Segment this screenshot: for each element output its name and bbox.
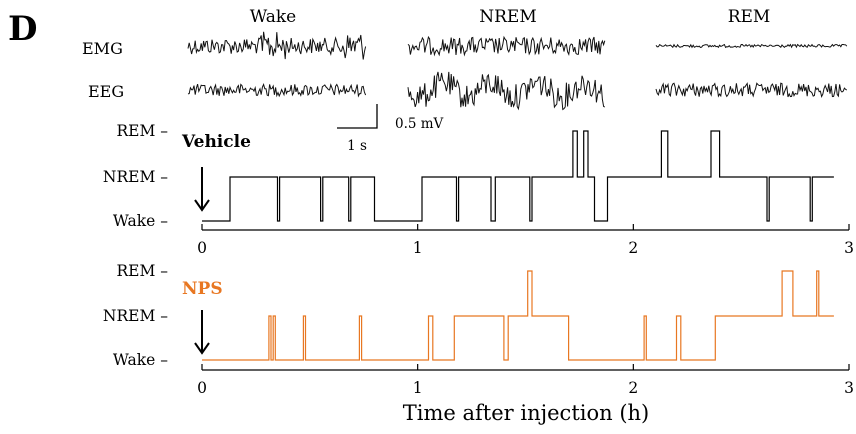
trace-emg-rem: [655, 43, 848, 49]
hypnograms: REM – NREM – Wake – Vehicle 0 1 2 3 REM – NREM – W…: [103, 122, 854, 397]
x-axis-title: Time after injection (h): [403, 401, 649, 425]
x-tick-label: 2: [628, 379, 638, 397]
trace-title-rem: REM: [728, 7, 771, 27]
trace-eeg-nrem: [407, 71, 606, 111]
x-tick-label: 2: [628, 239, 638, 257]
signal-label-emg: EMG: [82, 39, 123, 58]
signal-label-eeg: EEG: [88, 82, 124, 101]
series-label-vehicle: Vehicle: [181, 132, 251, 152]
x-tick-label: 0: [197, 239, 207, 257]
x-tick-label: 1: [413, 379, 423, 397]
hypnogram-nps: REM – NREM – Wake – NPS 0 1 2 3: [103, 262, 854, 397]
example-traces: [187, 31, 848, 111]
state-label-wake: Wake –: [113, 351, 168, 369]
x-tick-label: 3: [844, 379, 854, 397]
trace-title-nrem: NREM: [479, 7, 537, 27]
x-tick-label: 1: [413, 239, 423, 257]
state-label-nrem: NREM –: [103, 307, 168, 325]
hypnogram-trace-nps: [202, 270, 834, 361]
trace-eeg-wake: [187, 83, 367, 98]
x-tick-label: 3: [844, 239, 854, 257]
panel-letter: D: [8, 9, 37, 49]
trace-title-wake: Wake: [250, 7, 297, 27]
hypnogram-vehicle: REM – NREM – Wake – Vehicle 0 1 2 3: [103, 122, 854, 257]
trace-eeg-rem: [655, 82, 848, 98]
state-label-rem: REM –: [116, 122, 168, 140]
scale-bar-time: 1 s: [347, 138, 367, 154]
series-label-nps: NPS: [182, 279, 223, 299]
hypnogram-trace-vehicle: [202, 130, 834, 222]
state-label-nrem: NREM –: [103, 168, 168, 186]
trace-emg-wake: [187, 31, 367, 60]
x-tick-label: 0: [197, 379, 207, 397]
scale-bar: [337, 104, 378, 129]
scale-bar-voltage: 0.5 mV: [395, 116, 444, 132]
trace-emg-nrem: [407, 35, 606, 57]
state-label-rem: REM –: [116, 262, 168, 280]
injection-arrow-head: [194, 199, 210, 212]
injection-arrow-head: [194, 342, 210, 355]
state-label-wake: Wake –: [113, 212, 168, 230]
